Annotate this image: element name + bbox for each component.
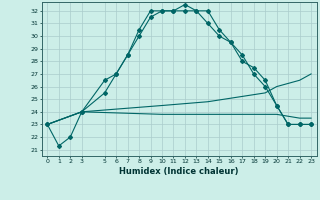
X-axis label: Humidex (Indice chaleur): Humidex (Indice chaleur) [119,167,239,176]
